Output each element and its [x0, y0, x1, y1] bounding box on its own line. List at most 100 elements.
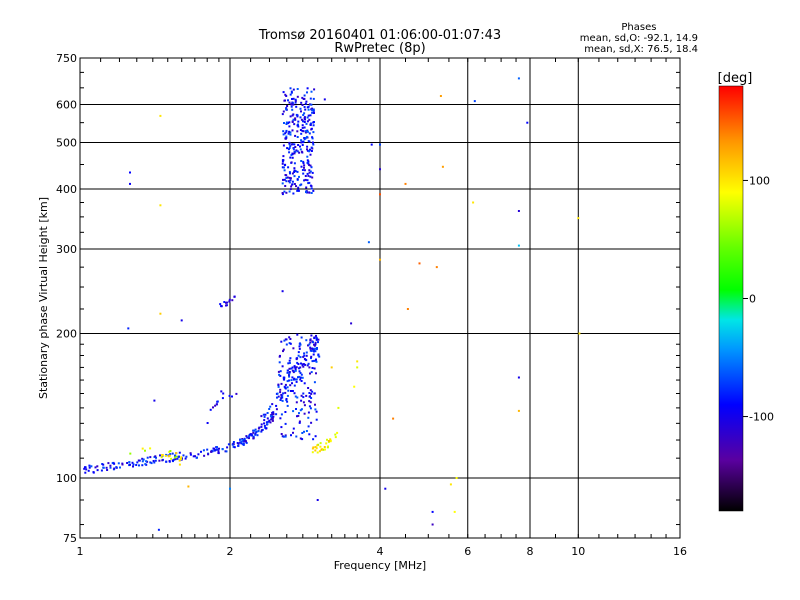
data-point — [286, 380, 289, 383]
data-point — [325, 442, 328, 445]
data-point — [171, 459, 174, 462]
data-point — [316, 451, 319, 454]
data-point — [180, 456, 183, 459]
data-point — [298, 420, 301, 423]
data-point — [281, 113, 284, 116]
data-point — [271, 419, 274, 422]
data-point — [291, 180, 294, 183]
data-point — [269, 415, 272, 418]
data-point — [319, 442, 322, 445]
data-point — [216, 400, 219, 403]
data-point — [244, 440, 247, 443]
data-point — [293, 171, 296, 173]
data-point — [296, 130, 299, 133]
data-point — [246, 436, 249, 439]
data-point — [178, 455, 180, 458]
data-point — [300, 394, 303, 397]
data-point — [291, 390, 294, 392]
data-point — [197, 453, 200, 456]
data-point — [272, 415, 275, 418]
data-point — [287, 148, 290, 151]
data-point — [288, 367, 291, 370]
data-point — [285, 343, 288, 346]
data-point — [272, 413, 275, 415]
data-point — [304, 175, 307, 177]
data-point — [311, 136, 314, 139]
data-point — [260, 415, 263, 418]
data-point — [302, 162, 305, 165]
data-point — [302, 365, 305, 368]
data-point — [305, 359, 308, 362]
data-point — [252, 437, 255, 440]
x-tick-label: 16 — [673, 545, 687, 558]
data-point — [214, 404, 217, 407]
data-point — [280, 393, 283, 396]
data-point — [310, 392, 313, 395]
data-point — [282, 159, 285, 162]
data-point — [287, 389, 290, 392]
data-point — [233, 295, 236, 298]
data-point — [298, 345, 301, 348]
data-point — [290, 143, 293, 146]
data-point — [307, 174, 310, 177]
data-point — [299, 145, 301, 148]
data-point — [303, 412, 306, 415]
data-point — [279, 391, 282, 394]
data-point — [311, 109, 314, 112]
data-point — [315, 410, 318, 413]
data-point — [252, 431, 255, 434]
colorbar-label: [deg] — [718, 71, 753, 86]
data-point — [294, 368, 297, 370]
data-point — [297, 376, 299, 379]
data-point — [280, 397, 283, 400]
data-point — [356, 366, 359, 369]
colorbar-tick-label: 0 — [749, 293, 756, 306]
data-point — [270, 414, 273, 416]
data-point — [254, 432, 257, 435]
data-point — [256, 434, 259, 437]
data-point — [282, 350, 284, 353]
data-point — [96, 469, 99, 472]
data-point — [312, 353, 315, 356]
data-point — [356, 360, 359, 363]
data-point — [277, 395, 280, 398]
data-point — [288, 371, 291, 373]
data-point — [222, 392, 225, 395]
data-point — [229, 487, 231, 490]
data-point — [309, 341, 312, 344]
data-point — [155, 456, 157, 459]
y-tick-label: 100 — [56, 472, 77, 485]
data-point — [159, 114, 162, 117]
data-point — [316, 499, 319, 501]
data-point — [294, 118, 297, 121]
data-point — [281, 290, 284, 293]
data-point — [303, 164, 306, 167]
data-point — [473, 100, 476, 103]
data-point — [281, 365, 284, 368]
data-point — [299, 376, 302, 379]
data-point — [174, 458, 177, 461]
data-point — [289, 338, 292, 340]
data-point — [212, 406, 214, 409]
data-point — [253, 429, 256, 432]
data-point — [291, 101, 294, 104]
data-point — [578, 332, 581, 335]
data-point — [239, 441, 242, 444]
data-point — [315, 447, 318, 450]
data-point — [295, 366, 298, 369]
data-point — [294, 366, 297, 369]
data-point — [278, 373, 281, 376]
x-tick-label: 8 — [527, 545, 534, 558]
data-point — [282, 376, 285, 379]
data-point — [294, 98, 297, 101]
colorbar-tick-label: -100 — [749, 411, 774, 424]
data-point — [298, 367, 300, 370]
data-point — [288, 130, 291, 133]
data-point — [284, 338, 287, 341]
data-point — [288, 146, 291, 149]
data-point — [284, 185, 287, 187]
data-point — [268, 419, 271, 422]
data-point — [290, 91, 293, 94]
data-point — [313, 343, 315, 346]
data-point — [285, 123, 288, 125]
